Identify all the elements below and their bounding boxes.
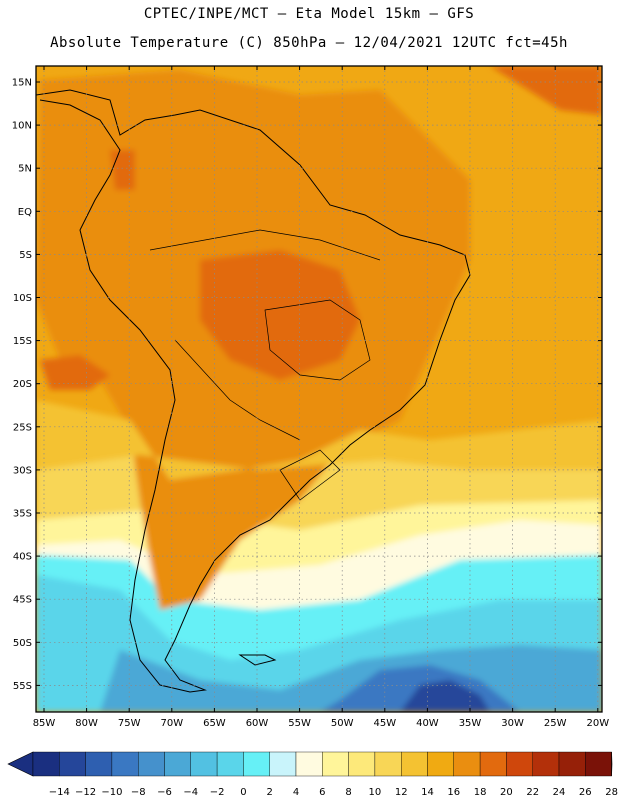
temperature-region xyxy=(36,400,602,480)
legend-swatch xyxy=(558,751,586,777)
legend-label: 22 xyxy=(526,787,539,798)
legend-label: −4 xyxy=(183,787,198,798)
legend-min-arrow xyxy=(7,751,34,777)
legend-swatch xyxy=(427,751,454,777)
legend-label: 12 xyxy=(395,787,408,798)
legend-swatch xyxy=(295,751,323,777)
lon-label: 55W xyxy=(288,718,311,729)
legend-label: 4 xyxy=(293,787,299,798)
chart-title: CPTEC/INPE/MCT – Eta Model 15km – GFS xyxy=(143,6,475,22)
legend-swatch xyxy=(585,751,612,777)
lon-label: 40W xyxy=(416,718,439,729)
lon-label: 75W xyxy=(118,718,141,729)
lat-label: 5N xyxy=(18,164,32,175)
longitude-axis: 85W 80W 75W 70W 65W 60W 55W 50W 45W 40W 35W 30W 25W 2… xyxy=(33,718,610,729)
legend-label: 24 xyxy=(553,787,566,798)
color-legend: −14 −12 −10 −8 −6 −4 −2 0 2 4 6 8 10 12 14 16 18 20 22 24 26… xyxy=(7,751,618,798)
axis-ticks xyxy=(36,66,602,712)
lat-label: 15S xyxy=(13,336,32,347)
lat-label: 10N xyxy=(12,121,32,132)
legend-label: 8 xyxy=(345,787,351,798)
legend-swatch xyxy=(532,751,560,777)
latitude-axis: 15N 10N 5N EQ 5S 10S 15S 20S 25S 30S 35S 40S 45S 50S 5… xyxy=(12,78,32,692)
legend-label: 26 xyxy=(579,787,592,798)
legend-swatch xyxy=(401,751,428,777)
legend-label: 2 xyxy=(267,787,273,798)
lat-label: 20S xyxy=(13,379,32,390)
legend-swatch xyxy=(348,751,376,777)
lon-label: 80W xyxy=(75,718,98,729)
lat-label: 35S xyxy=(13,509,32,520)
legend-swatch xyxy=(374,751,402,777)
lat-label: 55S xyxy=(13,681,32,692)
lon-label: 85W xyxy=(33,718,56,729)
legend-swatch xyxy=(479,751,507,777)
legend-label: −2 xyxy=(210,787,225,798)
lon-label: 45W xyxy=(373,718,396,729)
lat-label: 45S xyxy=(13,595,32,606)
legend-label: −8 xyxy=(131,787,146,798)
legend-label: −6 xyxy=(157,787,172,798)
legend-label: 14 xyxy=(421,787,434,798)
lon-label: 65W xyxy=(203,718,226,729)
legend-swatch xyxy=(111,751,139,777)
legend-label: 20 xyxy=(500,787,513,798)
legend-label: −10 xyxy=(101,787,122,798)
legend-swatch xyxy=(269,751,297,777)
legend-label: 0 xyxy=(240,787,246,798)
temperature-region xyxy=(400,680,490,712)
lon-label: 25W xyxy=(544,718,567,729)
lon-label: 60W xyxy=(246,718,269,729)
legend-swatch xyxy=(190,751,218,777)
legend-label: −14 xyxy=(49,787,70,798)
legend-swatch xyxy=(85,751,113,777)
lon-label: 35W xyxy=(459,718,482,729)
temperature-region xyxy=(40,355,110,390)
lat-label: 15N xyxy=(12,78,32,89)
lat-label: 50S xyxy=(13,638,32,649)
lat-label: 30S xyxy=(13,465,32,476)
legend-swatch xyxy=(59,751,86,777)
lon-label: 20W xyxy=(586,718,609,729)
temperature-region xyxy=(200,250,360,380)
legend-swatch xyxy=(32,751,60,777)
legend-swatch xyxy=(137,751,165,777)
legend-label: −12 xyxy=(75,787,96,798)
legend-label: 18 xyxy=(474,787,487,798)
legend-swatch xyxy=(216,751,244,777)
legend-swatch xyxy=(164,751,191,777)
coastlines xyxy=(36,89,471,693)
legend-label: 6 xyxy=(319,787,325,798)
lat-label: 40S xyxy=(13,552,32,563)
plot-frame xyxy=(35,65,603,713)
legend-label: 28 xyxy=(605,787,618,798)
chart-subtitle: Absolute Temperature (C) 850hPa – 12/04/… xyxy=(50,35,568,51)
lat-label: EQ xyxy=(18,207,32,218)
lon-label: 50W xyxy=(331,718,354,729)
legend-swatch xyxy=(453,751,481,777)
lat-label: 5S xyxy=(19,250,32,261)
legend-label: 16 xyxy=(447,787,460,798)
lat-label: 10S xyxy=(13,293,32,304)
lon-label: 70W xyxy=(160,718,183,729)
legend-swatch xyxy=(243,751,270,777)
legend-swatch xyxy=(506,751,533,777)
lat-label: 25S xyxy=(13,422,32,433)
temperature-region xyxy=(490,66,602,115)
temperature-field xyxy=(36,66,602,712)
legend-swatch xyxy=(322,751,349,777)
legend-label: 10 xyxy=(369,787,382,798)
lon-label: 30W xyxy=(501,718,524,729)
